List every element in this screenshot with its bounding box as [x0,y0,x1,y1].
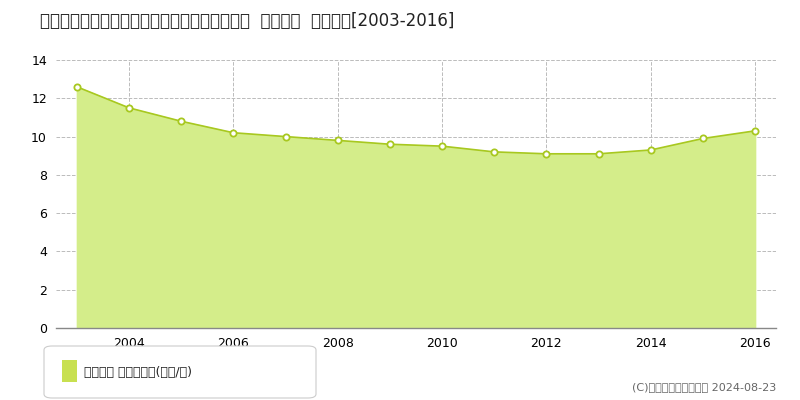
Text: 地価公示 平均坪単価(万円/坪): 地価公示 平均坪単価(万円/坪) [84,366,192,378]
Text: 宮城県黒川郡富谷町とちの木２丁目９番３２４  地価公示  地価推移[2003-2016]: 宮城県黒川郡富谷町とちの木２丁目９番３２４ 地価公示 地価推移[2003-201… [40,12,454,30]
Text: (C)土地価格ドットコム 2024-08-23: (C)土地価格ドットコム 2024-08-23 [632,382,776,392]
